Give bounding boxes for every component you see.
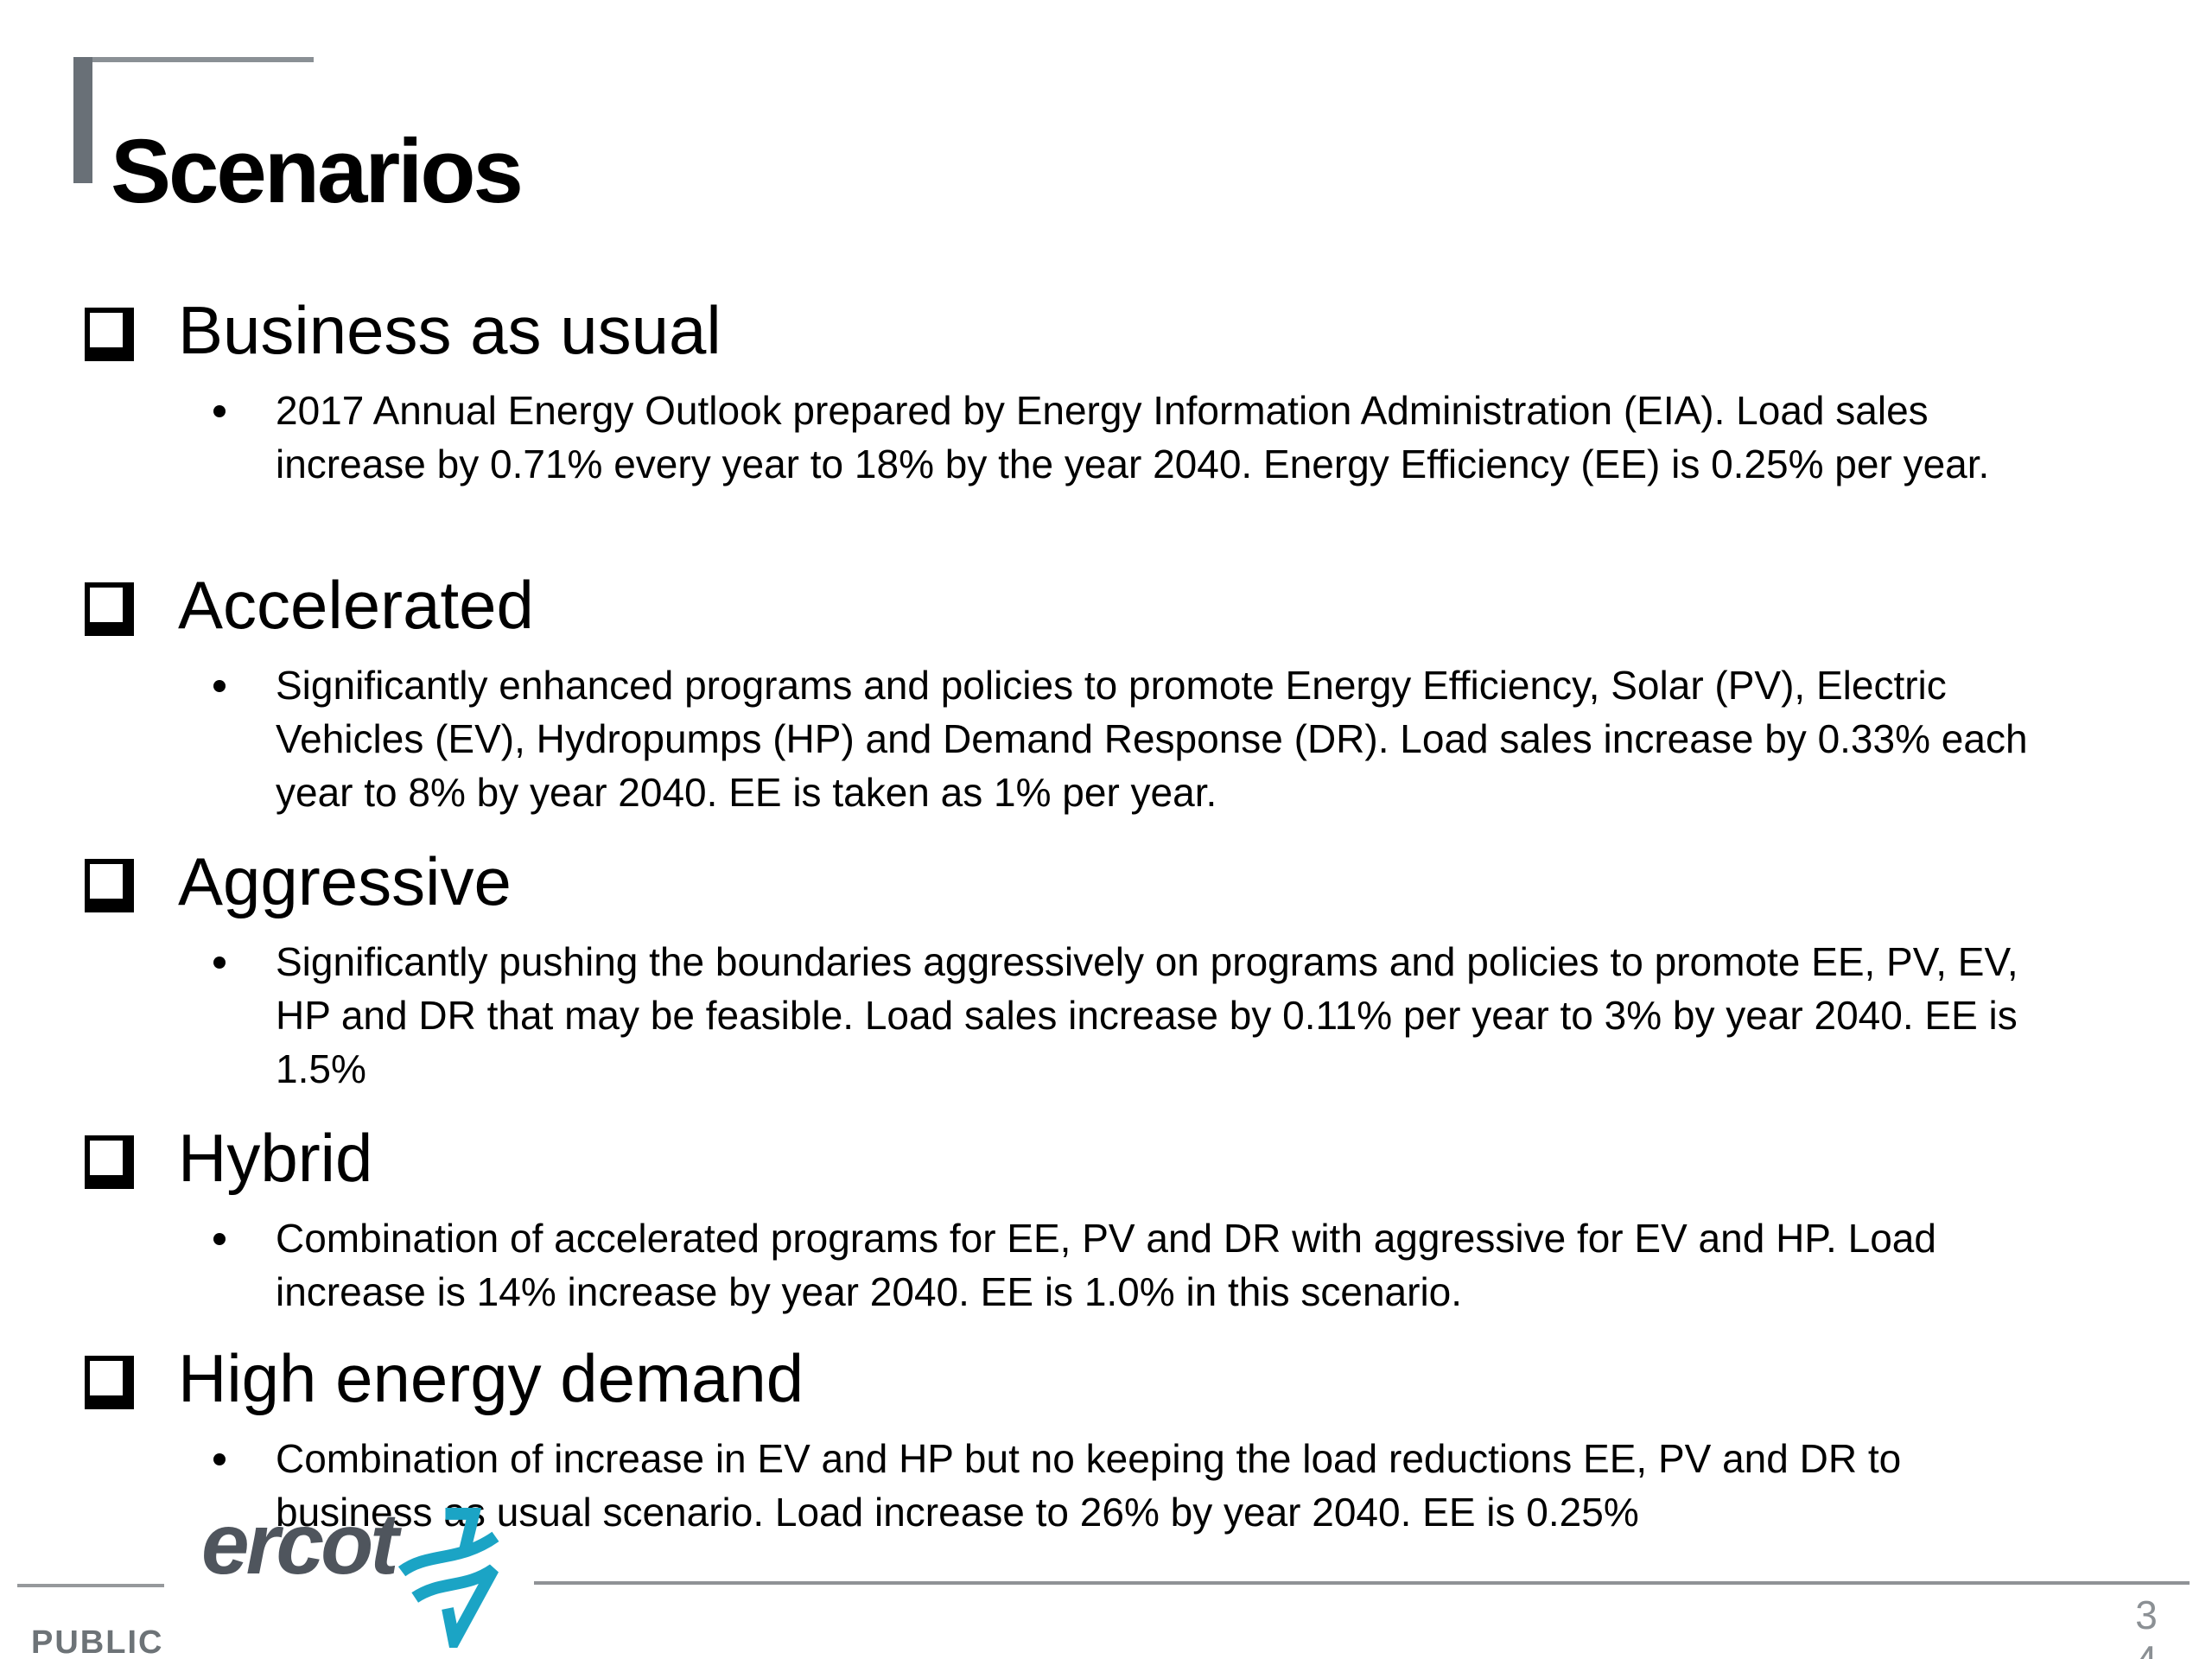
scenario-heading: High energy demand [85, 1344, 2158, 1412]
scenario-section-high-energy-demand: High energy demand Combination of increa… [85, 1344, 2158, 1539]
bullet-dot-icon [213, 1453, 226, 1465]
scenario-detail: Significantly enhanced programs and poli… [210, 658, 2042, 819]
scenario-detail-text: Combination of accelerated programs for … [276, 1216, 1936, 1314]
scenario-section-hybrid: Hybrid Combination of accelerated progra… [85, 1124, 2158, 1319]
scenario-detail-text: Significantly enhanced programs and poli… [276, 663, 2028, 815]
scenario-heading: Accelerated [85, 571, 2158, 639]
checkbox-bullet-icon [85, 859, 134, 912]
scenario-detail-text: Combination of increase in EV and HP but… [276, 1436, 1902, 1535]
scenario-heading-label: Accelerated [178, 567, 534, 643]
bullet-dot-icon [213, 1233, 226, 1245]
checkbox-bullet-icon [85, 582, 134, 636]
scenario-heading-label: Hybrid [178, 1120, 373, 1196]
checkbox-bullet-icon [85, 1135, 134, 1189]
scenario-heading: Hybrid [85, 1124, 2158, 1192]
ercot-bolt-icon [397, 1507, 499, 1648]
scenario-detail: Significantly pushing the boundaries agg… [210, 935, 2042, 1096]
scenario-heading-label: Aggressive [178, 843, 512, 919]
bullet-dot-icon [213, 405, 226, 417]
scenario-heading-label: Business as usual [178, 292, 721, 368]
page-number-digit: 4 [2122, 1640, 2171, 1659]
scenario-detail: Combination of increase in EV and HP but… [210, 1432, 2042, 1539]
scenario-detail-text: Significantly pushing the boundaries agg… [276, 939, 2018, 1091]
title-accent-rule-horizontal [73, 57, 314, 62]
title-accent-bar-vertical [73, 57, 92, 183]
scenario-section-accelerated: Accelerated Significantly enhanced progr… [85, 571, 2158, 819]
scenario-heading: Business as usual [85, 296, 2158, 364]
classification-label: PUBLIC [31, 1624, 164, 1659]
scenario-section-business-as-usual: Business as usual 2017 Annual Energy Out… [85, 296, 2158, 491]
bullet-dot-icon [213, 680, 226, 692]
checkbox-bullet-icon [85, 1356, 134, 1409]
bullet-dot-icon [213, 957, 226, 969]
checkbox-bullet-icon [85, 308, 134, 361]
scenario-heading-label: High energy demand [178, 1340, 804, 1416]
scenario-heading: Aggressive [85, 848, 2158, 915]
footer-rule-left [17, 1584, 164, 1587]
slide-title: Scenarios [111, 121, 524, 223]
scenario-section-aggressive: Aggressive Significantly pushing the bou… [85, 848, 2158, 1096]
scenario-detail: 2017 Annual Energy Outlook prepared by E… [210, 384, 2042, 491]
scenario-detail: Combination of accelerated programs for … [210, 1211, 2042, 1319]
scenario-detail-text: 2017 Annual Energy Outlook prepared by E… [276, 388, 1990, 486]
ercot-logo-text: ercot [201, 1496, 399, 1592]
footer-rule-right [534, 1581, 2190, 1585]
page-number-digit: 3 [2135, 1592, 2158, 1637]
